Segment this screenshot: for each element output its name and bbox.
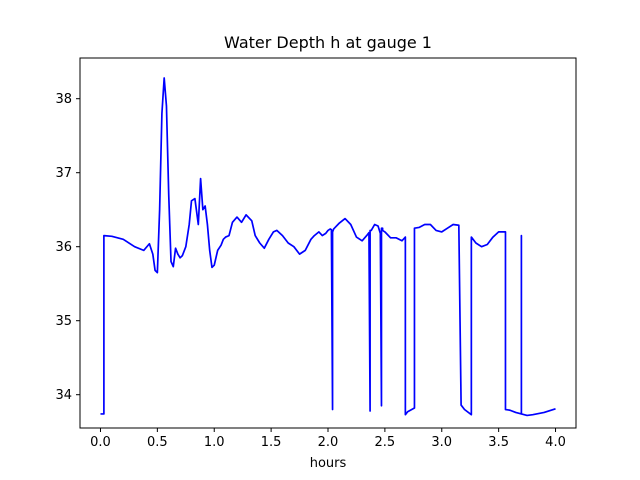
x-tick-label: 0.5: [147, 435, 168, 450]
x-tick-label: 2.5: [375, 435, 396, 450]
y-tick-label: 34: [55, 388, 72, 403]
x-axis-label: hours: [310, 456, 347, 471]
x-tick-label: 1.5: [261, 435, 282, 450]
x-tick-label: 1.0: [204, 435, 225, 450]
y-tick-label: 38: [55, 92, 72, 107]
series-line-0: [100, 77, 556, 417]
x-tick-label: 0.0: [90, 435, 111, 450]
y-tick-label: 35: [55, 314, 72, 329]
x-tick-label: 2.0: [318, 435, 339, 450]
y-tick-label: 36: [55, 240, 72, 255]
x-axis-ticks: 0.0 0.5 1.0 1.5 2.0 2.5 3.0 3.5 4.0: [90, 428, 566, 450]
chart-title: Water Depth h at gauge 1: [224, 33, 432, 52]
x-tick-label: 3.0: [431, 435, 452, 450]
x-tick-label: 3.5: [488, 435, 509, 450]
x-tick-label: 4.0: [545, 435, 566, 450]
y-tick-label: 37: [55, 166, 72, 181]
y-axis-ticks: 34 35 36 37 38: [55, 92, 80, 403]
